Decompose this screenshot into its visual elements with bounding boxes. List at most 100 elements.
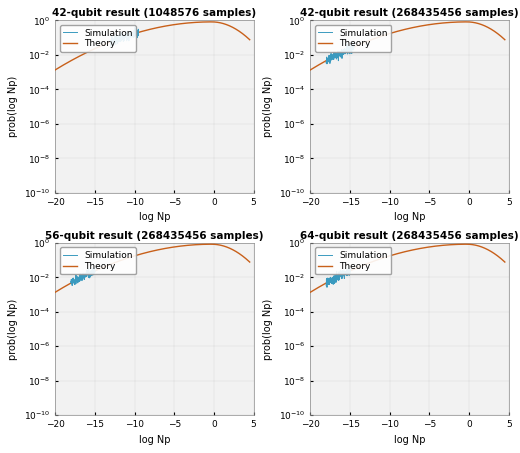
Simulation: [82, 271, 88, 276]
Theory: [463, 19, 470, 24]
Simulation: [323, 60, 329, 65]
Theory: [402, 27, 408, 32]
Simulation: [108, 41, 114, 46]
Simulation: [135, 28, 141, 34]
Theory: [52, 289, 58, 295]
Simulation: [337, 271, 344, 276]
Theory: [502, 37, 508, 43]
Simulation: [347, 271, 353, 276]
Title: 64-qubit result (268435456 samples): 64-qubit result (268435456 samples): [300, 231, 519, 241]
Simulation: [340, 49, 346, 54]
Theory: [397, 28, 403, 34]
Theory: [307, 67, 314, 72]
Simulation: [108, 37, 114, 43]
Simulation: [324, 284, 330, 290]
Line: Simulation: Simulation: [71, 268, 95, 285]
Theory: [205, 241, 212, 247]
Theory: [241, 255, 247, 260]
Theory: [241, 32, 247, 38]
Simulation: [346, 264, 352, 270]
Theory: [502, 259, 508, 265]
Line: Simulation: Simulation: [111, 27, 138, 46]
Theory: [496, 255, 502, 260]
Legend: Simulation, Theory: Simulation, Theory: [60, 247, 136, 275]
Theory: [496, 32, 502, 38]
Theory: [460, 19, 466, 24]
Theory: [147, 27, 153, 32]
Simulation: [91, 265, 97, 271]
Simulation: [323, 281, 329, 287]
Legend: Simulation, Theory: Simulation, Theory: [60, 25, 136, 52]
Title: 42-qubit result (1048576 samples): 42-qubit result (1048576 samples): [53, 8, 256, 18]
Simulation: [69, 283, 75, 288]
Theory: [62, 61, 68, 67]
Y-axis label: prob(log Np): prob(log Np): [8, 76, 18, 137]
Y-axis label: prob(log Np): prob(log Np): [264, 76, 274, 137]
Theory: [205, 19, 212, 24]
Theory: [307, 289, 314, 295]
Theory: [496, 255, 502, 260]
Simulation: [108, 43, 114, 49]
Theory: [209, 19, 215, 24]
Simulation: [133, 25, 139, 31]
Simulation: [82, 274, 88, 279]
Simulation: [351, 40, 357, 46]
X-axis label: log Np: log Np: [394, 435, 425, 445]
Theory: [147, 249, 153, 255]
Simulation: [68, 279, 74, 284]
Simulation: [131, 34, 137, 39]
Title: 42-qubit result (268435456 samples): 42-qubit result (268435456 samples): [300, 8, 519, 18]
Theory: [496, 32, 502, 38]
Theory: [62, 284, 68, 289]
Y-axis label: prob(log Np): prob(log Np): [8, 299, 18, 360]
Title: 56-qubit result (268435456 samples): 56-qubit result (268435456 samples): [45, 231, 264, 241]
Theory: [241, 32, 247, 38]
Line: Theory: Theory: [55, 22, 250, 70]
Theory: [397, 251, 403, 256]
Theory: [246, 259, 253, 265]
Simulation: [125, 34, 131, 39]
Theory: [241, 255, 247, 260]
X-axis label: log Np: log Np: [139, 212, 170, 222]
Simulation: [337, 272, 344, 277]
Theory: [246, 37, 253, 43]
Simulation: [68, 280, 74, 286]
Theory: [141, 28, 148, 34]
Theory: [52, 67, 58, 72]
Theory: [463, 241, 470, 247]
Line: Theory: Theory: [55, 244, 250, 292]
Line: Simulation: Simulation: [326, 267, 350, 287]
Line: Theory: Theory: [310, 244, 505, 292]
Theory: [402, 249, 408, 255]
Simulation: [343, 272, 349, 278]
Y-axis label: prob(log Np): prob(log Np): [264, 299, 274, 360]
Simulation: [83, 272, 89, 277]
Simulation: [345, 269, 351, 275]
Simulation: [124, 32, 131, 38]
X-axis label: log Np: log Np: [139, 435, 170, 445]
Legend: Simulation, Theory: Simulation, Theory: [315, 25, 392, 52]
Simulation: [323, 59, 329, 64]
Line: Theory: Theory: [310, 22, 505, 70]
Theory: [460, 241, 466, 247]
Theory: [209, 241, 215, 247]
Simulation: [349, 40, 356, 45]
Simulation: [337, 268, 344, 273]
Theory: [141, 251, 148, 256]
Simulation: [348, 44, 355, 49]
Simulation: [88, 269, 94, 274]
Simulation: [133, 24, 139, 30]
Simulation: [323, 281, 329, 287]
Simulation: [89, 272, 96, 277]
X-axis label: log Np: log Np: [394, 212, 425, 222]
Theory: [317, 61, 323, 67]
Simulation: [124, 30, 131, 35]
Line: Simulation: Simulation: [326, 43, 354, 64]
Simulation: [347, 48, 353, 53]
Simulation: [92, 268, 98, 273]
Simulation: [340, 52, 346, 57]
Theory: [317, 284, 323, 289]
Simulation: [340, 51, 346, 56]
Legend: Simulation, Theory: Simulation, Theory: [315, 247, 392, 275]
Simulation: [324, 61, 330, 67]
